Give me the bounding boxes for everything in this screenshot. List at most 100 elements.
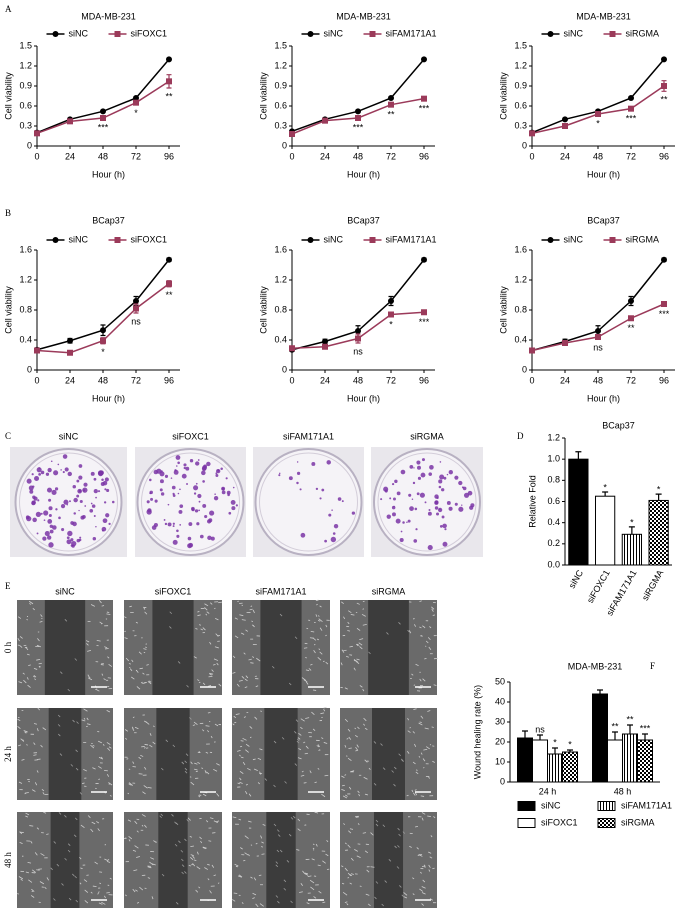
y-tick-label: 0.8 <box>514 304 527 314</box>
cell <box>356 627 361 631</box>
colony <box>215 473 219 477</box>
legend-label: siNC <box>564 28 584 38</box>
colony <box>215 472 218 475</box>
cell <box>348 610 352 614</box>
colony <box>38 472 41 476</box>
colony <box>406 521 408 524</box>
colony <box>414 507 418 511</box>
cell <box>420 853 423 856</box>
colony <box>187 536 192 541</box>
cell <box>39 881 45 885</box>
cell <box>98 766 102 769</box>
cell <box>134 845 139 849</box>
cell <box>68 897 72 901</box>
y-tick-label: 1.6 <box>19 244 32 254</box>
cell <box>64 619 68 622</box>
cell <box>419 721 422 723</box>
marker <box>421 309 427 316</box>
cell <box>144 824 147 828</box>
colony <box>76 479 80 483</box>
cell <box>321 793 326 798</box>
x-tick-label: 24 h <box>539 786 557 796</box>
cell <box>151 896 154 900</box>
cell <box>357 823 360 826</box>
colony <box>217 469 220 472</box>
chart-title: BCap37 <box>347 215 380 225</box>
cell <box>202 793 207 797</box>
cell <box>365 893 370 896</box>
colony <box>90 502 93 505</box>
cell <box>273 823 277 827</box>
wound-row-label: 0 h <box>3 641 13 653</box>
colony <box>62 454 68 459</box>
cell <box>239 771 244 774</box>
cell <box>243 652 246 655</box>
bar <box>637 739 653 783</box>
cell <box>313 643 316 646</box>
cell <box>382 767 386 770</box>
cell-layer <box>340 708 373 800</box>
cell <box>143 720 148 723</box>
cell <box>407 629 410 633</box>
cell <box>132 728 135 731</box>
cell <box>237 750 241 752</box>
marker <box>529 130 535 137</box>
cell <box>423 748 428 751</box>
cell <box>26 653 30 656</box>
x-tick-label: 96 <box>659 151 669 161</box>
y-tick-label: 1.5 <box>19 40 32 50</box>
x-tick-label: 96 <box>659 375 669 385</box>
cell <box>206 771 210 775</box>
colony <box>185 466 190 471</box>
cell <box>344 842 347 845</box>
colony <box>78 489 82 493</box>
cell <box>304 873 309 876</box>
cell <box>204 770 207 774</box>
x-tick-label: siNC <box>567 568 586 590</box>
marker <box>355 108 361 115</box>
colony <box>198 509 201 512</box>
cell <box>33 723 38 725</box>
colony <box>83 482 88 487</box>
dish <box>373 448 481 556</box>
colony <box>81 514 86 519</box>
panel-label: A <box>5 4 12 14</box>
cell <box>19 645 23 648</box>
cell <box>341 775 345 778</box>
cell <box>196 866 201 870</box>
cell <box>171 814 174 817</box>
cell <box>127 819 132 822</box>
cell <box>17 644 20 646</box>
cell <box>234 635 239 639</box>
colony <box>58 516 61 520</box>
cell <box>143 606 146 610</box>
cell <box>34 678 36 681</box>
cell <box>250 662 254 664</box>
wound-column-label: siFOXC1 <box>155 586 192 596</box>
dish <box>254 448 363 556</box>
cell <box>17 718 21 721</box>
colony <box>333 523 339 529</box>
cell <box>61 883 64 886</box>
colony <box>194 509 199 513</box>
cell <box>74 658 78 661</box>
chart-title: MDA-MB-231 <box>576 11 631 21</box>
cell <box>90 891 93 894</box>
cell <box>406 794 409 797</box>
cell <box>209 890 212 894</box>
colony <box>396 491 401 496</box>
legend-label: siNC <box>564 234 584 244</box>
cell <box>193 859 197 862</box>
cell <box>128 663 132 665</box>
cell <box>39 620 43 623</box>
cell <box>429 856 433 859</box>
legend-marker <box>609 31 616 37</box>
x-axis-label: Hour (h) <box>92 169 125 179</box>
cell <box>107 656 110 659</box>
marker <box>628 95 634 101</box>
colony <box>220 467 223 470</box>
cell <box>17 744 22 747</box>
cell <box>322 901 326 904</box>
cell <box>301 677 307 681</box>
cell <box>358 642 363 646</box>
